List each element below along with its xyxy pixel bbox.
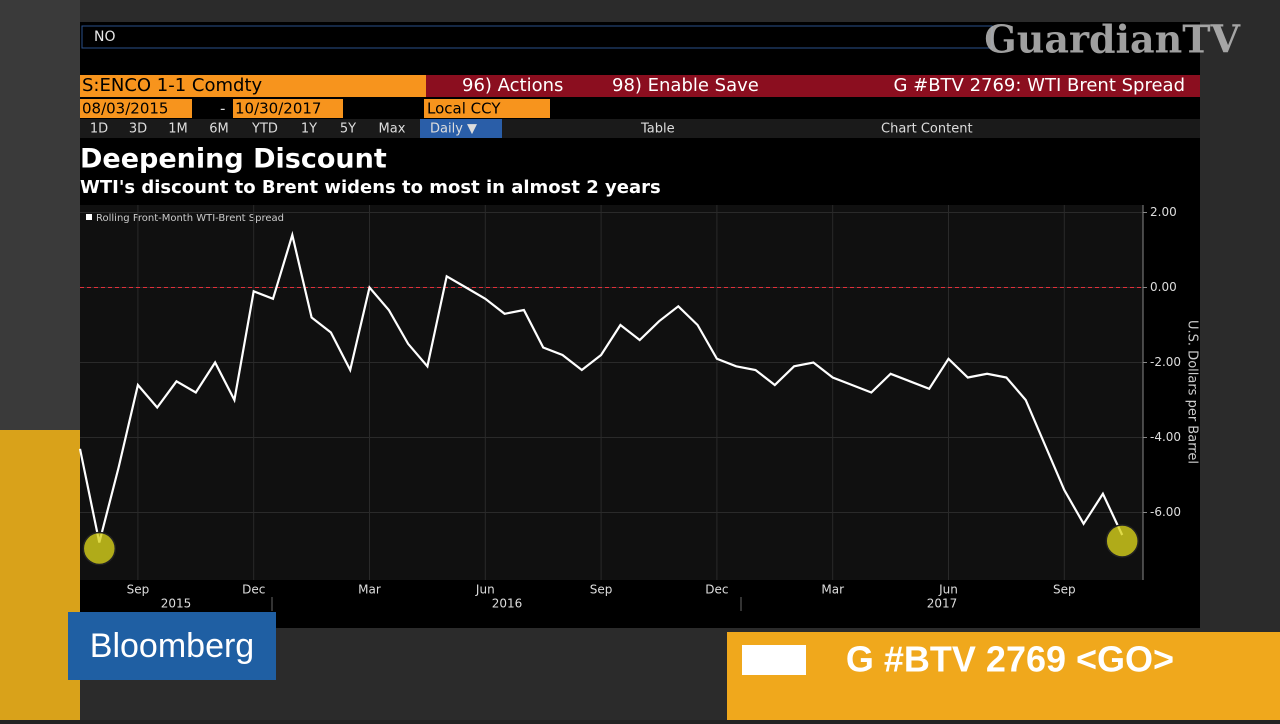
table-button[interactable]: Table xyxy=(640,122,675,137)
year-label: 2015 xyxy=(161,597,192,611)
plot-area xyxy=(80,205,1143,580)
period-button[interactable]: Max xyxy=(379,122,406,137)
y-axis-label: U.S. Dollars per Barrel xyxy=(1185,320,1200,464)
period-button[interactable]: 1M xyxy=(168,122,188,137)
chart-content-button[interactable]: Chart Content xyxy=(881,122,973,137)
year-label: 2017 xyxy=(927,597,958,611)
page-title: G #BTV 2769: WTI Brent Spread xyxy=(893,75,1185,96)
command-line[interactable] xyxy=(81,25,993,49)
period-button[interactable]: YTD xyxy=(251,122,278,137)
legend-swatch xyxy=(86,214,92,220)
period-button[interactable]: 1Y xyxy=(301,122,317,137)
x-tick-label: Jun xyxy=(938,583,958,597)
highlight-marker xyxy=(1105,524,1139,558)
start-date: 08/03/2015 xyxy=(82,100,168,118)
series-line xyxy=(78,230,1124,543)
x-tick-label: Mar xyxy=(358,583,381,597)
x-tick-label: Dec xyxy=(705,583,728,597)
x-tick-label: Sep xyxy=(127,583,150,597)
end-date: 10/30/2017 xyxy=(235,100,321,118)
y-tick-label: 2.00 xyxy=(1150,205,1177,219)
x-tick-label: Dec xyxy=(242,583,265,597)
ticker-banner xyxy=(727,632,1280,720)
legend-label: Rolling Front-Month WTI-Brent Spread xyxy=(96,213,284,224)
chart-title: Deepening Discount xyxy=(80,144,387,175)
security: S:ENCO 1-1 Comdty xyxy=(82,75,263,96)
date-dash: - xyxy=(220,100,225,118)
end-date-box[interactable] xyxy=(233,99,343,118)
currency-box[interactable] xyxy=(424,99,550,118)
start-date-box[interactable] xyxy=(80,99,192,118)
period-button[interactable]: 6M xyxy=(209,122,229,137)
action-bar xyxy=(426,75,1200,97)
period-button[interactable]: 3D xyxy=(129,122,147,137)
network-box xyxy=(68,612,276,680)
x-tick-label: Sep xyxy=(590,583,613,597)
terminal-icon xyxy=(742,645,806,675)
network-logo: Bloomberg xyxy=(90,627,254,665)
x-tick-label: Jun xyxy=(475,583,495,597)
enable-save[interactable]: 98) Enable Save xyxy=(612,75,759,96)
year-label: 2016 xyxy=(492,597,523,611)
security-bar xyxy=(80,75,426,97)
x-tick-label: Mar xyxy=(821,583,844,597)
period-button[interactable]: 1D xyxy=(90,122,108,137)
highlight-marker xyxy=(82,531,117,566)
ticker-text: G #BTV 2769 <GO> xyxy=(846,639,1174,680)
y-tick-label: 0.00 xyxy=(1150,280,1177,294)
toolbar xyxy=(80,119,1200,138)
x-tick-label: Sep xyxy=(1053,583,1076,597)
side-top xyxy=(0,0,80,430)
frequency: Daily ▼ xyxy=(430,122,477,137)
y-tick-label: -4.00 xyxy=(1150,430,1181,444)
period-button[interactable]: 5Y xyxy=(340,122,356,137)
frequency-box[interactable] xyxy=(420,119,502,138)
actions-menu[interactable]: 96) Actions xyxy=(462,75,563,96)
y-tick-label: -6.00 xyxy=(1150,505,1181,519)
chart-subtitle: WTI's discount to Brent widens to most i… xyxy=(80,177,661,198)
currency: Local CCY xyxy=(427,100,501,118)
channel-logo: GuardianTV xyxy=(984,17,1241,62)
command: NO xyxy=(94,29,116,45)
y-tick-label: -2.00 xyxy=(1150,355,1181,369)
